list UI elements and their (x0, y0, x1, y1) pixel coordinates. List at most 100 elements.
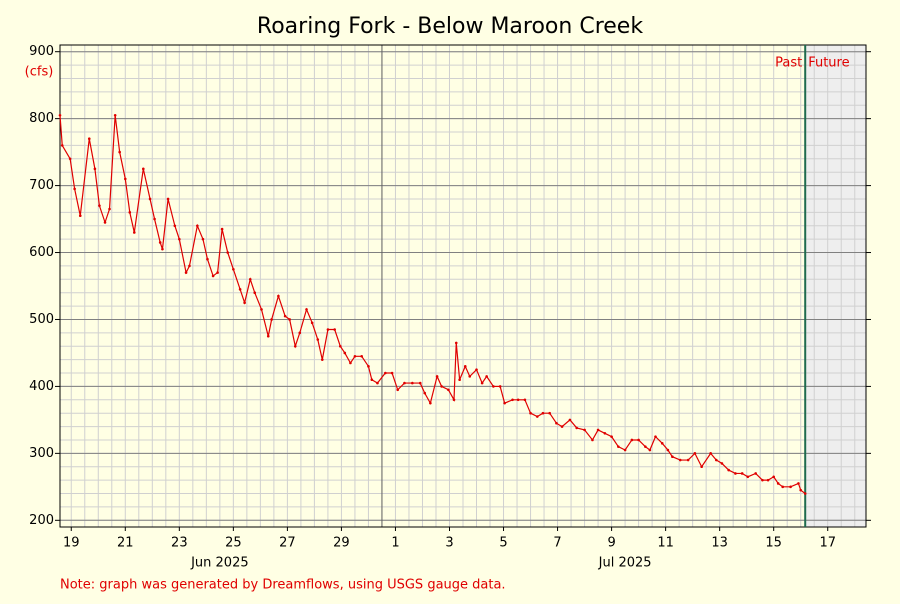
footnote: Note: graph was generated by Dreamflows,… (60, 578, 506, 593)
flow-point (93, 167, 97, 171)
flow-point (132, 231, 136, 234)
flow-point (58, 113, 62, 117)
flow-point (288, 318, 291, 321)
flow-point (720, 462, 724, 465)
flow-point (206, 257, 209, 261)
flow-point (700, 465, 703, 469)
flow-point (603, 431, 607, 435)
x-tick-label: 27 (279, 536, 296, 551)
x-tick-label: 1 (391, 536, 399, 551)
flow-point (343, 351, 347, 355)
y-tick-label: 200 (29, 513, 54, 528)
flow-point (277, 294, 280, 298)
flow-point (498, 385, 502, 388)
flow-point (161, 247, 164, 251)
flow-point (78, 214, 82, 218)
future-region (805, 45, 866, 527)
x-tick-label: 19 (63, 536, 80, 551)
flow-point (575, 426, 578, 430)
flow-point (781, 485, 784, 489)
flow-point (384, 371, 387, 375)
flow-point (238, 288, 242, 291)
flow-point (503, 401, 506, 405)
flow-point (541, 411, 545, 415)
flow-point (326, 328, 330, 331)
flow-point (113, 113, 117, 117)
y-tick-label: 900 (29, 44, 54, 59)
flow-point (623, 448, 627, 452)
flow-point (298, 331, 302, 335)
flow-point (485, 375, 488, 378)
flow-point (671, 455, 674, 459)
flow-point (754, 472, 757, 475)
flow-point (196, 224, 199, 228)
x-tick-label: 13 (711, 536, 728, 551)
flow-point (108, 207, 111, 211)
flow-point (423, 391, 427, 395)
flow-point (740, 472, 744, 475)
flow-point (714, 458, 718, 462)
flow-point (511, 398, 514, 402)
flow-point (644, 445, 647, 448)
flow-point (799, 488, 803, 492)
flow-point (654, 435, 657, 438)
flow-point (418, 381, 422, 385)
chart-title: Roaring Fork - Below Maroon Creek (257, 14, 643, 39)
flow-point (560, 425, 564, 428)
flow-point (447, 388, 450, 392)
flow-point (568, 418, 572, 422)
flow-point (188, 264, 191, 268)
flow-point (440, 385, 443, 388)
flow-point (220, 227, 224, 231)
flow-point (454, 341, 458, 345)
flow-point (333, 328, 336, 331)
flow-point (591, 438, 594, 442)
flow-point (173, 224, 177, 228)
flow-point (463, 365, 467, 368)
flow-point (87, 137, 91, 141)
flow-point (468, 375, 472, 378)
x-tick-label: 29 (333, 536, 350, 551)
flow-point (709, 452, 712, 455)
flow-point (761, 478, 764, 482)
flow-point (367, 365, 370, 368)
x-tick-label: 11 (657, 536, 674, 551)
x-tick-label: 9 (607, 536, 615, 551)
flow-point (178, 237, 181, 241)
flow-point (270, 318, 273, 321)
flow-point (68, 157, 72, 161)
flow-point (316, 338, 320, 341)
flow-point (376, 381, 379, 385)
x-tick-label: 25 (225, 536, 242, 551)
flow-point (452, 398, 456, 402)
flow-point (734, 472, 737, 475)
flow-point (797, 482, 800, 485)
flow-point (248, 278, 252, 281)
month-label: Jun 2025 (190, 556, 249, 571)
flow-point (360, 354, 363, 358)
flow-point (232, 267, 235, 271)
flow-point (610, 435, 613, 438)
x-tick-label: 3 (445, 536, 453, 551)
flow-point (766, 478, 770, 482)
x-tick-label: 7 (553, 536, 561, 551)
flow-point (637, 438, 640, 442)
flow-point (678, 458, 682, 462)
flow-point (211, 274, 215, 278)
flow-line (59, 115, 806, 495)
flow-point (535, 415, 539, 418)
flow-point (803, 492, 807, 495)
flow-point (772, 475, 775, 479)
flow-point (283, 314, 287, 318)
month-label: Jul 2025 (598, 556, 652, 571)
flow-point (492, 385, 495, 388)
flow-point (630, 438, 634, 442)
past-label: Past (775, 56, 802, 71)
flow-point (293, 344, 297, 348)
flow-point (253, 291, 257, 294)
flow-point (458, 378, 461, 382)
flow-point (243, 301, 246, 305)
y-tick-label: 600 (29, 245, 54, 260)
flow-point (73, 187, 76, 191)
